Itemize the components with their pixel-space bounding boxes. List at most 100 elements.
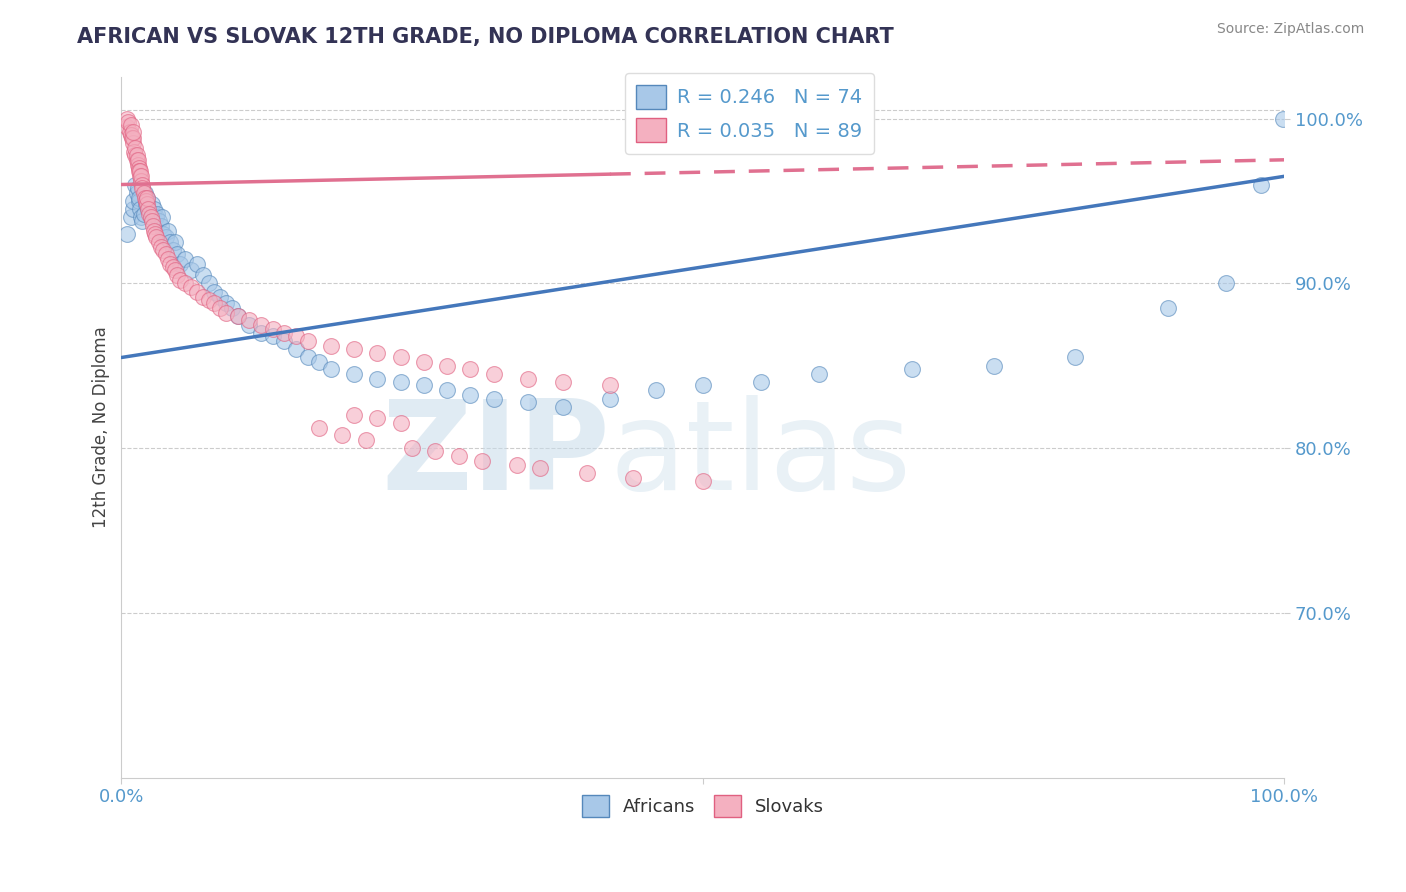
Point — [204, 285, 226, 299]
Point — [124, 141, 146, 155]
Point — [149, 219, 172, 233]
Point — [129, 211, 152, 225]
Point — [621, 471, 644, 485]
Point — [120, 128, 142, 142]
Point — [124, 148, 146, 162]
Point — [155, 230, 177, 244]
Point — [517, 372, 540, 386]
Point — [148, 235, 170, 249]
Point — [132, 207, 155, 221]
Legend: Africans, Slovaks: Africans, Slovaks — [575, 788, 831, 824]
Point — [482, 392, 505, 406]
Point — [122, 136, 145, 151]
Point — [273, 326, 295, 340]
Point — [1272, 112, 1295, 126]
Point — [163, 263, 186, 277]
Point — [169, 273, 191, 287]
Point — [152, 244, 174, 258]
Point — [135, 197, 157, 211]
Point — [145, 211, 167, 225]
Point — [599, 392, 621, 406]
Point — [482, 367, 505, 381]
Point — [141, 213, 163, 227]
Point — [191, 268, 214, 282]
Point — [354, 433, 377, 447]
Point — [412, 355, 434, 369]
Point — [122, 131, 145, 145]
Point — [120, 211, 142, 225]
Point — [174, 277, 197, 291]
Point — [460, 388, 482, 402]
Point — [149, 240, 172, 254]
Point — [226, 310, 249, 324]
Point — [174, 252, 197, 266]
Point — [129, 169, 152, 184]
Point — [152, 227, 174, 241]
Point — [139, 211, 162, 225]
Point — [121, 131, 143, 145]
Point — [250, 318, 273, 332]
Text: atlas: atlas — [610, 395, 912, 516]
Point — [366, 372, 388, 386]
Point — [169, 257, 191, 271]
Point — [156, 252, 179, 266]
Point — [425, 444, 447, 458]
Point — [1064, 351, 1087, 365]
Point — [122, 194, 145, 208]
Point — [134, 191, 156, 205]
Point — [366, 345, 388, 359]
Point — [366, 411, 388, 425]
Point — [125, 153, 148, 167]
Point — [143, 202, 166, 217]
Point — [343, 408, 366, 422]
Point — [645, 384, 668, 398]
Point — [138, 207, 160, 221]
Point — [146, 207, 169, 221]
Text: AFRICAN VS SLOVAK 12TH GRADE, NO DIPLOMA CORRELATION CHART: AFRICAN VS SLOVAK 12TH GRADE, NO DIPLOMA… — [77, 27, 894, 46]
Point — [122, 202, 145, 217]
Point — [209, 289, 232, 303]
Point — [141, 197, 163, 211]
Point — [529, 461, 551, 475]
Point — [166, 268, 188, 282]
Point — [284, 329, 307, 343]
Point — [128, 164, 150, 178]
Point — [155, 246, 177, 260]
Point — [553, 400, 575, 414]
Point — [180, 279, 202, 293]
Point — [1250, 178, 1272, 192]
Point — [447, 450, 470, 464]
Point — [132, 186, 155, 200]
Point — [136, 202, 159, 217]
Point — [575, 466, 598, 480]
Point — [1215, 277, 1237, 291]
Point — [749, 375, 772, 389]
Point — [250, 326, 273, 340]
Y-axis label: 12th Grade, No Diploma: 12th Grade, No Diploma — [93, 326, 110, 528]
Point — [186, 257, 208, 271]
Point — [808, 367, 831, 381]
Point — [125, 186, 148, 200]
Point — [156, 224, 179, 238]
Point — [136, 191, 159, 205]
Text: Source: ZipAtlas.com: Source: ZipAtlas.com — [1216, 22, 1364, 37]
Point — [901, 362, 924, 376]
Point — [389, 375, 412, 389]
Point — [127, 153, 149, 167]
Point — [471, 454, 494, 468]
Point — [162, 244, 184, 258]
Point — [436, 384, 458, 398]
Point — [389, 417, 412, 431]
Point — [983, 359, 1005, 373]
Point — [1157, 301, 1180, 315]
Point — [142, 207, 165, 221]
Point — [215, 296, 238, 310]
Point — [273, 334, 295, 348]
Point — [127, 181, 149, 195]
Point — [186, 285, 208, 299]
Point — [145, 230, 167, 244]
Point — [159, 235, 181, 249]
Point — [129, 174, 152, 188]
Point — [139, 211, 162, 225]
Point — [136, 194, 159, 208]
